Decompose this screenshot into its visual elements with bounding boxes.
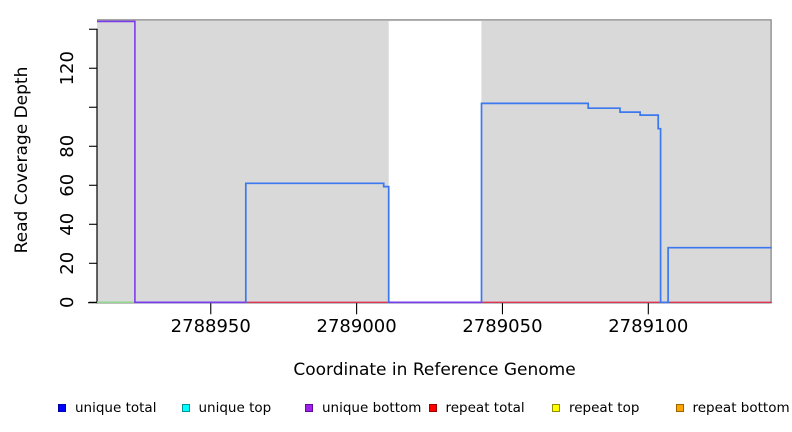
legend-swatch-icon [552,404,560,412]
y-tick-label: 0 [57,297,78,308]
legend-swatch-icon [58,404,66,412]
legend-label: repeat bottom [692,400,790,416]
series-unique-total [134,102,772,304]
legend-swatch-icon [675,404,684,412]
x-tick-label: 2789100 [608,316,688,337]
y-axis-title: Read Coverage Depth [12,66,32,254]
legend-label: repeat total [445,400,525,416]
gap-region [388,21,482,303]
x-tick-label: 2788950 [171,316,251,337]
y-tick-label: 120 [57,51,78,85]
legend-label: unique top [198,400,272,416]
legend-label: repeat top [569,400,640,416]
legend: unique total unique top unique bottom repea… [58,399,790,417]
y-tick-label: 20 [57,252,78,275]
legend-item: repeat total [428,399,553,417]
panel-border [97,19,772,303]
legend-swatch-icon [305,404,313,412]
series-unique-bottom [97,20,246,304]
legend-label: unique total [75,400,157,416]
y-tick-label: 80 [57,135,78,158]
y-tick-label: 40 [57,213,78,236]
legend-label: unique bottom [322,400,422,416]
x-tick-label: 2789000 [317,316,397,337]
legend-item: unique top [181,399,306,417]
y-tick-label: 60 [57,174,78,197]
legend-swatch-icon [428,404,437,412]
legend-item: unique total [58,399,182,417]
legend-item: repeat top [552,399,676,417]
legend-swatch-icon [181,404,190,412]
x-axis-title: Coordinate in Reference Genome [293,360,576,380]
x-tick-label: 2789050 [462,316,542,337]
legend-item: unique bottom [305,399,429,417]
legend-item: repeat bottom [675,399,792,417]
